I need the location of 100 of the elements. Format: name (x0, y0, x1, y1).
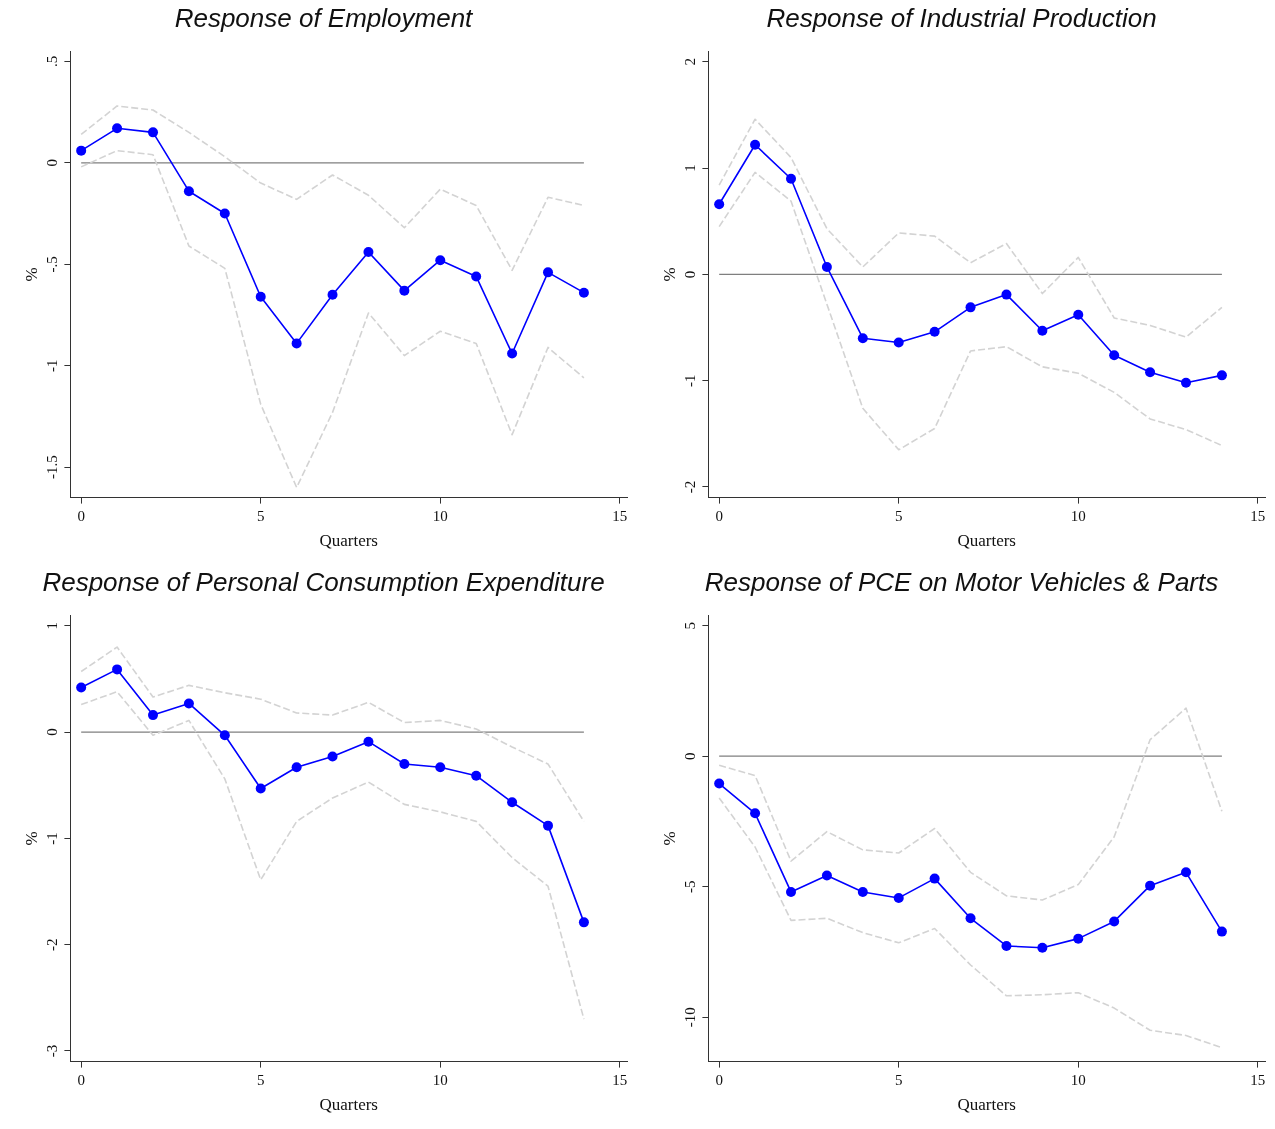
x-tick-label: 5 (894, 1071, 903, 1088)
x-tick-label: 5 (256, 1071, 265, 1088)
point (750, 808, 761, 819)
point (929, 326, 940, 337)
line-series (718, 171, 1223, 451)
point (821, 870, 832, 881)
point (183, 186, 194, 197)
point (578, 287, 589, 298)
point (291, 762, 302, 773)
point (1181, 377, 1191, 388)
point (76, 145, 87, 156)
y-tick-label: -5 (681, 880, 698, 893)
x-tick-label: 0 (715, 507, 723, 524)
x-tick-label: 15 (1250, 1071, 1266, 1088)
point (399, 285, 410, 296)
point (965, 913, 976, 924)
x-tick-label: 15 (1250, 507, 1266, 524)
line-series (718, 707, 1223, 901)
point (543, 267, 553, 278)
point (76, 682, 87, 693)
point (471, 271, 482, 282)
point (857, 886, 868, 897)
point (1073, 309, 1084, 320)
x-tick-label: 0 (77, 507, 85, 524)
y-tick-label: -3 (43, 1044, 60, 1058)
y-tick-label: -10 (681, 1007, 698, 1028)
x-tick-label: 10 (432, 1071, 448, 1088)
x-axis-title: Quarters (319, 531, 378, 551)
y-tick-label: 5 (681, 621, 698, 630)
point (219, 730, 230, 741)
point (1001, 289, 1012, 300)
x-tick-label: 10 (432, 507, 448, 524)
point (363, 247, 374, 258)
point (1037, 942, 1048, 953)
x-tick-label: 0 (77, 1071, 85, 1088)
point (543, 820, 553, 831)
point (965, 302, 976, 313)
point (578, 917, 589, 928)
x-tick-label: 15 (612, 507, 628, 524)
y-tick-label: 0 (43, 159, 60, 167)
line-series (80, 105, 585, 272)
point (1216, 370, 1227, 381)
point (112, 123, 123, 134)
point (327, 289, 338, 300)
line-series (718, 118, 1223, 338)
x-tick-label: 5 (894, 507, 903, 524)
point (1181, 867, 1191, 878)
point (1001, 940, 1012, 951)
line-series (80, 149, 585, 489)
y-axis-title: % (659, 831, 679, 846)
point (507, 348, 518, 359)
point (471, 770, 482, 781)
y-axis-title: % (21, 267, 41, 282)
y-tick-label: .5 (43, 55, 60, 67)
point (714, 778, 725, 789)
y-axis-title: % (21, 831, 41, 846)
point (785, 886, 796, 897)
y-tick-label: 1 (681, 164, 698, 172)
y-tick-label: 0 (43, 728, 60, 736)
point (363, 736, 374, 747)
point (435, 255, 446, 266)
point (1109, 916, 1120, 927)
x-tick-label: 5 (256, 507, 265, 524)
point (893, 337, 904, 348)
point (929, 873, 940, 884)
y-tick-label: 0 (681, 270, 698, 279)
point (1073, 933, 1084, 944)
point (507, 797, 518, 808)
point (327, 751, 338, 762)
y-tick-label: -1 (681, 374, 698, 387)
x-axis-title: Quarters (957, 531, 1016, 551)
line-series (80, 690, 585, 1020)
x-axis-title: Quarters (319, 1095, 378, 1115)
point (1109, 350, 1120, 361)
x-tick-label: 10 (1070, 1071, 1086, 1088)
y-tick-label: 2 (681, 58, 698, 66)
y-tick-label: -1.5 (43, 455, 60, 480)
point (857, 333, 868, 344)
y-axis-title: % (659, 267, 679, 282)
point (750, 139, 761, 150)
y-tick-label: 1 (43, 622, 60, 630)
point (785, 173, 796, 184)
x-tick-label: 15 (612, 1071, 628, 1088)
chart-title: Response of Employment (174, 2, 475, 33)
chart-title: Response of Industrial Production (766, 2, 1157, 33)
point (112, 664, 123, 675)
y-tick-label: -1 (43, 832, 60, 845)
y-tick-label: 0 (681, 752, 698, 760)
y-tick-label: -1 (43, 359, 60, 372)
point (183, 698, 194, 709)
point (147, 127, 158, 138)
point (219, 208, 230, 219)
point (399, 759, 410, 769)
y-tick-label: -2 (43, 938, 60, 951)
y-tick-label: -.5 (43, 256, 60, 273)
chart-title: Response of PCE on Motor Vehicles & Parts (704, 566, 1219, 597)
point (893, 892, 904, 903)
point (1037, 325, 1048, 336)
line-series (718, 797, 1223, 1049)
x-tick-label: 0 (715, 1071, 723, 1088)
